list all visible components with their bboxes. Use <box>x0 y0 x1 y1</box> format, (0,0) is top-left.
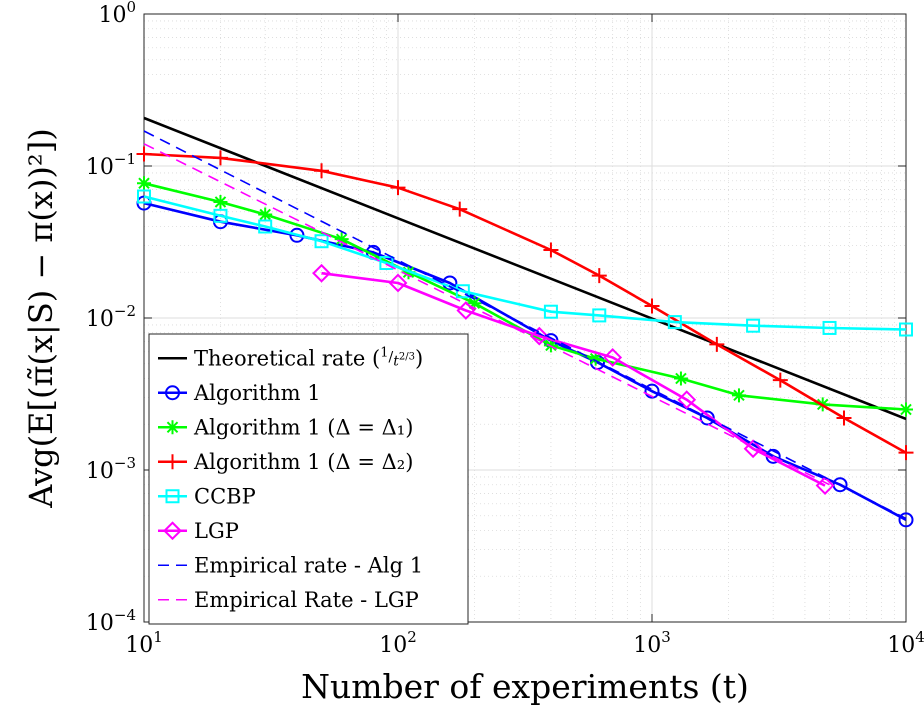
legend-marker <box>165 454 180 470</box>
data-point <box>644 298 660 314</box>
data-point <box>136 146 152 162</box>
series-8 <box>143 143 830 486</box>
data-point <box>772 372 788 388</box>
y-tick-label: 10−4 <box>86 606 136 636</box>
data-point <box>667 315 682 330</box>
data-point <box>899 322 913 337</box>
tick-labels: 101 102 103 104 10−4 10−3 10−2 10−1 100 <box>86 0 924 658</box>
data-point <box>603 348 623 367</box>
data-point <box>836 410 852 426</box>
data-point <box>677 390 697 410</box>
legend-label: Empirical Rate - LGP <box>194 588 419 612</box>
data-point <box>644 383 660 399</box>
data-point <box>588 351 603 366</box>
y-tick-label: 100 <box>98 0 136 28</box>
data-point <box>699 410 715 426</box>
data-point <box>314 163 330 179</box>
legend-entry: Empirical Rate - LGP <box>158 588 419 612</box>
legend-entry: Empirical rate - Alg 1 <box>158 553 423 577</box>
data-point <box>709 336 725 352</box>
legend-entry: Algorithm 1 (Δ = Δ₁) <box>158 415 413 439</box>
data-point <box>213 208 228 223</box>
data-point <box>467 296 482 311</box>
legend-entry: Algorithm 1 (Δ = Δ₂) <box>158 450 413 474</box>
x-tick-label: 103 <box>633 628 671 658</box>
y-tick-label: 10−3 <box>86 454 136 484</box>
data-point <box>592 308 607 323</box>
data-point <box>731 388 746 403</box>
data-point <box>334 232 349 247</box>
legend-entry: Algorithm 1 <box>158 381 321 405</box>
y-axis-label: Avg(E[(π̃(x|S) − π(x))²]) <box>22 128 60 508</box>
series-7 <box>143 130 907 520</box>
data-point <box>314 234 329 249</box>
series-line <box>143 143 830 486</box>
series-line <box>143 116 907 421</box>
legend-marker <box>165 420 180 435</box>
data-point <box>213 194 228 209</box>
legend-label: Algorithm 1 (Δ = Δ₁) <box>193 415 413 439</box>
series-5 <box>137 189 913 337</box>
legend-label: Algorithm 1 (Δ = Δ₂) <box>193 450 413 474</box>
y-tick-label: 10−1 <box>86 150 136 180</box>
legend-label: Empirical rate - Alg 1 <box>194 553 423 577</box>
legend: Theoretical rate (1/t2/3) Algorithm 1 Algo… <box>148 333 469 625</box>
data-point <box>673 371 688 386</box>
series-4 <box>136 146 914 461</box>
data-point <box>743 439 763 459</box>
legend-label: LGP <box>194 519 239 543</box>
series-line <box>143 130 907 520</box>
data-point <box>591 268 607 284</box>
legend-box <box>148 333 469 625</box>
legend-marker <box>165 489 180 504</box>
legend-entry: Theoretical rate (1/t2/3) <box>158 345 423 370</box>
data-point <box>258 207 273 222</box>
data-point <box>899 402 913 417</box>
x-tick-label: 102 <box>379 628 417 658</box>
x-axis-label: Number of experiments (t) <box>301 667 749 706</box>
data-point <box>258 219 273 234</box>
series-line <box>143 195 907 331</box>
series-line <box>143 152 907 454</box>
y-tick-label: 10−2 <box>86 302 136 332</box>
data-point <box>379 256 394 271</box>
data-point <box>137 176 151 191</box>
data-point <box>452 201 468 217</box>
legend-label: Algorithm 1 <box>193 381 321 405</box>
data-point <box>815 476 835 495</box>
data-point <box>543 304 558 319</box>
x-tick-label: 104 <box>887 628 924 658</box>
legend-entry: LGP <box>158 519 239 543</box>
data-point <box>898 512 914 528</box>
legend-entry: CCBP <box>158 484 256 508</box>
series-1 <box>143 116 907 421</box>
data-point <box>822 320 837 335</box>
series-line <box>143 182 907 411</box>
data-point <box>455 284 470 299</box>
data-point <box>898 445 914 461</box>
legend-label: Theoretical rate (1/t2/3) <box>194 345 423 370</box>
series-layer <box>136 116 914 528</box>
data-point <box>212 150 228 166</box>
data-point <box>746 318 761 333</box>
data-point <box>543 242 559 258</box>
legend-marker <box>163 521 182 541</box>
data-point <box>390 180 406 196</box>
data-point <box>137 189 151 204</box>
x-tick-label: 101 <box>125 628 163 658</box>
data-point <box>388 273 408 293</box>
data-point <box>529 326 549 346</box>
legend-marker <box>165 385 180 401</box>
data-point <box>312 263 331 283</box>
data-point <box>456 301 476 320</box>
legend-label: CCBP <box>194 484 256 508</box>
